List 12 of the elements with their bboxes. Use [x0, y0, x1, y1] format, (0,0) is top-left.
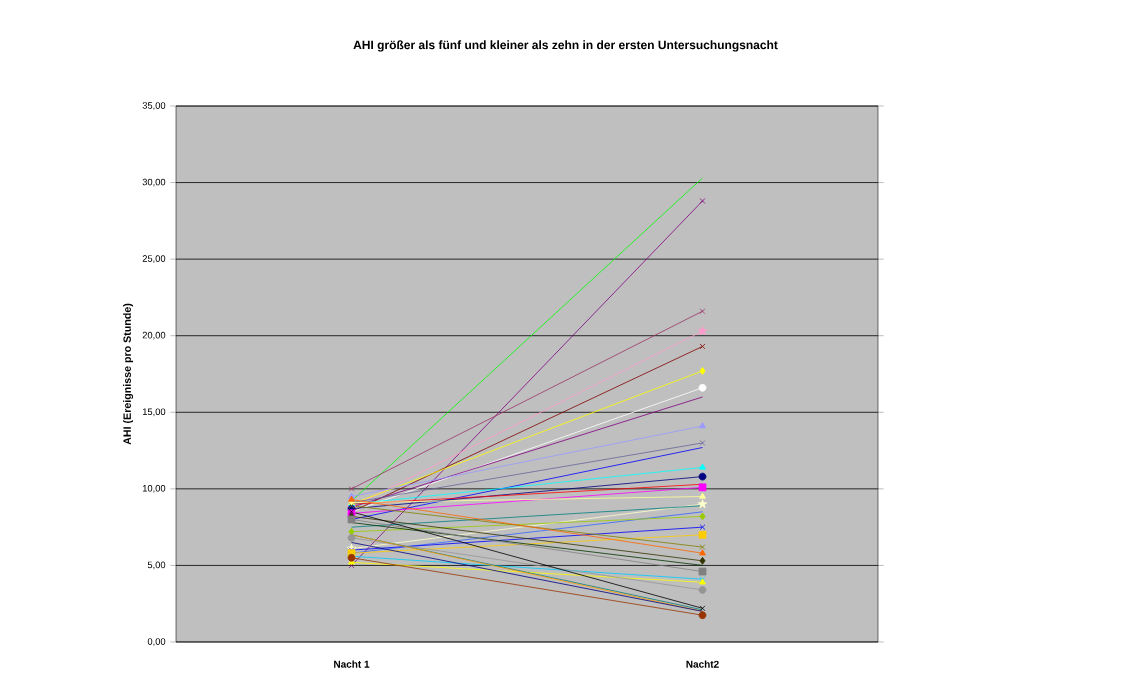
- y-axis-title: AHI (Ereignisse pro Stunde): [123, 303, 134, 445]
- x-tick-label: Nacht 1: [334, 660, 370, 668]
- y-tick-label: 25,00: [142, 255, 166, 263]
- y-tick-label: 15,00: [142, 408, 166, 417]
- y-tick-label: 30,00: [142, 178, 166, 187]
- y-tick-label: 20,00: [142, 331, 166, 340]
- y-tick-label: 10,00: [142, 485, 166, 493]
- chart-title: AHI größer als fünf und kleiner als zehn in der ersten Untersuchungsnacht: [353, 40, 778, 52]
- y-tick-label: 0,00: [147, 638, 166, 646]
- y-tick-label: 5,00: [147, 561, 166, 570]
- x-tick-label: Nacht2: [686, 660, 719, 668]
- y-tick-label: 35,00: [142, 102, 166, 110]
